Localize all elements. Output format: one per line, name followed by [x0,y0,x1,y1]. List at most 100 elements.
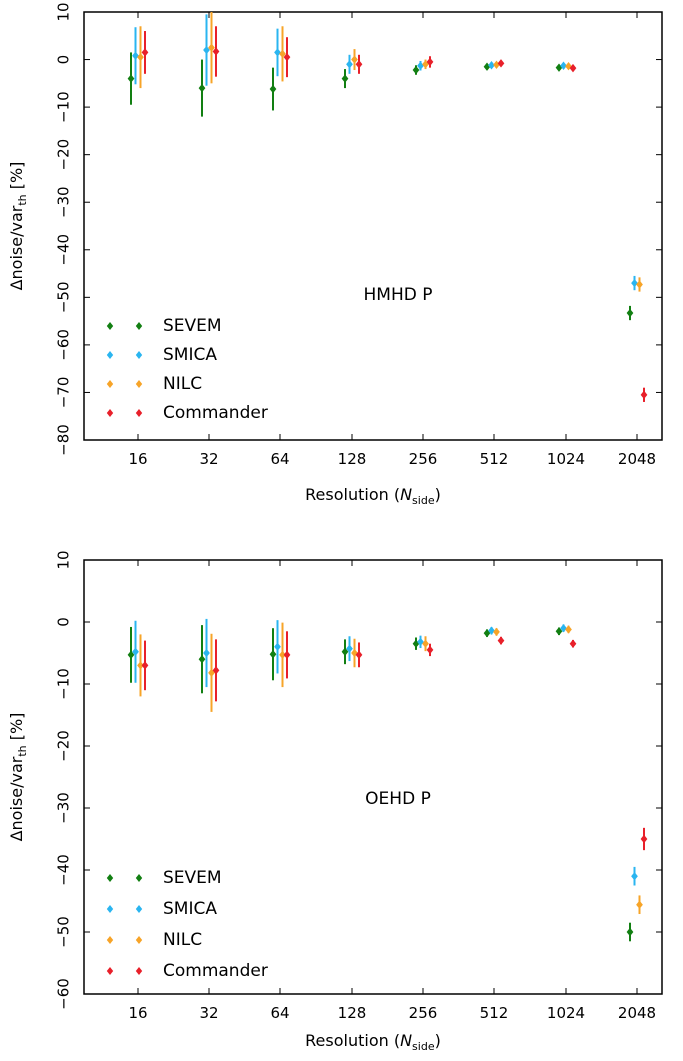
y-axis-label-main: Δnoise/var [7,205,26,290]
data-point [631,872,638,880]
series-smica [132,14,638,290]
legend-label: SMICA [163,899,217,919]
y-axis-label-end: [%] [7,162,26,195]
series-smica [132,619,638,886]
data-point [142,48,149,56]
y-tick-label: 0 [55,617,73,627]
legend: SEVEM SMICA NILC Commander [107,868,268,981]
data-point [274,48,281,56]
y-tick-label: −80 [55,424,73,456]
legend-marker [136,409,142,417]
x-axis-label-sub: side [412,494,435,507]
x-axis-label-sub: side [412,1040,435,1053]
data-point [142,661,149,669]
y-tick-label: −30 [55,186,73,218]
data-point [627,309,634,317]
y-tick-label: −30 [55,792,73,824]
data-point [631,279,638,287]
x-tick-label: 2048 [618,450,656,468]
data-point [636,901,643,909]
x-tick-label: 1024 [547,450,585,468]
legend-marker [107,936,113,944]
data-point [342,74,349,82]
data-point [636,280,643,288]
y-tick-label: 10 [55,550,73,569]
x-tick-label: 128 [338,1004,367,1022]
data-point [641,391,648,399]
y-tick-label: −10 [55,668,73,700]
y-tick-label: −40 [55,854,73,886]
legend-marker [136,874,142,882]
x-tick-label: 16 [128,1004,147,1022]
y-tick-label: −60 [55,329,73,361]
x-axis-label-var: N [400,485,412,504]
y-axis-label: Δnoise/varth [%] [7,162,29,291]
data-point [270,85,277,93]
data-point [356,60,363,68]
x-tick-label: 512 [480,450,509,468]
x-axis-label-end: ) [435,1031,441,1050]
series-sevem [128,52,634,320]
data-point [641,835,648,843]
legend-label: NILC [163,930,202,950]
data-point [498,636,505,644]
series-nilc [137,12,643,292]
y-tick-label: −50 [55,282,73,314]
legend-marker [136,351,142,359]
data-point [493,628,500,636]
y-tick-label: −60 [55,978,73,1010]
data-point [137,53,144,61]
x-axis-label-main: Resolution ( [305,485,400,504]
y-axis-label: Δnoise/varth [%] [7,713,29,842]
y-axis-label-main: Δnoise/var [7,756,26,841]
legend-marker [107,380,113,388]
y-axis-label-end: [%] [7,713,26,746]
legend-marker [107,874,113,882]
data-point [427,646,434,654]
data-point [351,55,358,63]
x-axis-label-var: N [400,1031,412,1050]
data-point [274,643,281,651]
x-tick-label: 64 [270,1004,289,1022]
legend-marker [136,905,142,913]
y-axis-label-sub: th [16,745,29,756]
legend-label: NILC [163,374,202,394]
y-tick-label: −20 [55,730,73,762]
legend: SEVEM SMICA NILC Commander [107,316,268,423]
data-point [270,650,277,658]
data-point [284,651,291,659]
data-point [199,655,206,663]
data-point [203,649,210,657]
x-tick-label: 16 [128,450,147,468]
data-point [565,625,572,633]
legend-marker [107,351,113,359]
legend-marker [107,322,113,330]
legend-marker [136,967,142,975]
x-tick-label: 1024 [547,1004,585,1022]
x-tick-label: 32 [199,450,218,468]
legend-label: SMICA [163,345,217,365]
x-axis-label-end: ) [435,485,441,504]
y-axis-label-sub: th [16,194,29,205]
y-tick-label: 0 [55,55,73,65]
legend-marker [107,409,113,417]
y-tick-label: −40 [55,234,73,266]
panel-annotation: OEHD P [365,789,431,809]
data-point [422,640,429,648]
data-point [346,60,353,68]
legend-label: SEVEM [163,868,222,888]
x-axis-label: Resolution (Nside) [305,1031,441,1053]
chart-panel-1: 10 0 −10 −20 −30 −40 −50 −60 −70 −80 16 32 64 128 256 5… [7,2,662,507]
data-point [627,928,634,936]
legend-marker [136,380,142,388]
series-sevem [128,625,634,941]
y-tick-label: −10 [55,91,73,123]
x-tick-label: 512 [480,1004,509,1022]
data-point [570,640,577,648]
data-point [199,84,206,92]
y-tick-label: −50 [55,916,73,948]
data-point [128,74,135,82]
y-tick-label: −20 [55,139,73,171]
legend-marker [107,905,113,913]
